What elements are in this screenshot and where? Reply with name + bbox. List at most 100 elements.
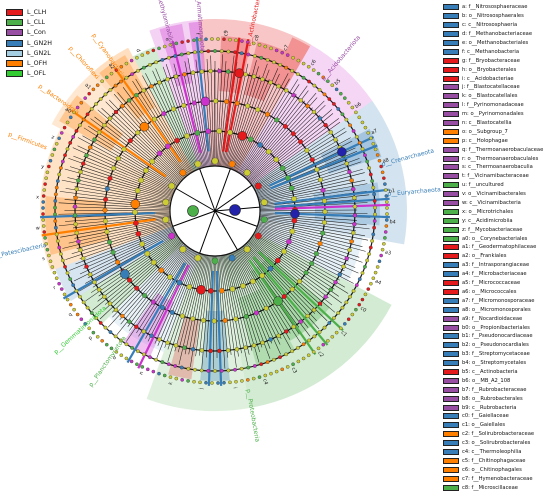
tree-node xyxy=(136,350,139,353)
tree-node xyxy=(255,183,261,189)
tree-node xyxy=(212,258,218,264)
taxa-legend-swatch xyxy=(443,476,459,482)
taxa-legend-swatch xyxy=(443,396,459,402)
tree-node xyxy=(216,37,219,40)
tree-node xyxy=(292,325,296,329)
tree-node xyxy=(374,148,377,151)
tree-node xyxy=(343,322,346,325)
tree-node xyxy=(291,56,294,59)
taxa-legend-swatch xyxy=(443,147,459,153)
tree-node xyxy=(212,319,217,324)
tree-node xyxy=(380,254,383,257)
tree-node xyxy=(383,182,386,185)
tree-node xyxy=(58,173,61,176)
taxa-legend-item: h: o__Bryobacterales xyxy=(443,65,549,74)
taxa-legend-swatch xyxy=(443,244,459,250)
taxa-legend-item: a0: o__Corynebacteriales xyxy=(443,234,549,243)
tree-node xyxy=(148,63,151,66)
tree-node xyxy=(200,70,204,74)
tree-node xyxy=(210,381,213,384)
tree-node xyxy=(114,110,118,114)
taxa-legend-item: y: c__Acidimicrobiia xyxy=(443,216,549,225)
tree-node xyxy=(47,165,50,168)
group-legend-item: L_CLH xyxy=(6,7,86,17)
tree-node xyxy=(228,381,231,384)
tree-node xyxy=(351,231,355,235)
tree-node xyxy=(111,166,116,171)
tree-node xyxy=(374,271,377,274)
taxa-legend-item: z: f__Mycobacteriaceae xyxy=(443,225,549,234)
taxa-legend-swatch xyxy=(443,458,459,464)
tree-node xyxy=(385,212,388,215)
taxa-legend-item: c2: f__Solirubrobacteraceae xyxy=(443,430,549,439)
tree-node xyxy=(157,151,162,156)
tree-node xyxy=(355,283,358,286)
tree-node xyxy=(142,66,145,69)
tree-node xyxy=(76,178,80,182)
tree-node xyxy=(352,289,355,292)
tree-node xyxy=(382,242,385,245)
taxa-legend-swatch xyxy=(443,111,459,117)
tree-node xyxy=(302,343,305,346)
tree-node xyxy=(159,268,164,273)
tree-node xyxy=(284,330,288,334)
tree-node xyxy=(219,288,224,293)
tree-node xyxy=(66,271,69,274)
tree-node xyxy=(120,354,123,357)
tree-node xyxy=(163,45,166,48)
tree-node xyxy=(134,286,139,291)
tree-node xyxy=(364,126,367,129)
tree-node xyxy=(240,367,243,370)
tree-node xyxy=(143,168,148,173)
tree-node xyxy=(88,92,91,95)
tree-node xyxy=(302,357,305,360)
tree-node xyxy=(291,131,296,136)
taxa-legend-label: b5: c__Actinobacteria xyxy=(462,369,518,375)
taxa-legend-label: l: f__Pyrinomonadaceae xyxy=(462,102,524,108)
tree-node xyxy=(297,360,300,363)
taxa-legend-item: a7: f__Micromonosporaceae xyxy=(443,296,549,305)
tree-node xyxy=(141,365,144,368)
tree-node xyxy=(373,206,376,209)
tree-node xyxy=(151,300,156,305)
tree-node xyxy=(283,124,288,129)
tree-node xyxy=(296,72,299,75)
tree-node xyxy=(217,69,221,73)
tree-node xyxy=(209,349,213,353)
taxa-legend-item: c3: o__Solirubrobacterales xyxy=(443,439,549,448)
tree-node xyxy=(290,229,295,234)
taxa-legend-item: j: f__Blastocatellaceae xyxy=(443,83,549,92)
tree-node xyxy=(312,110,316,114)
taxa-legend-label: b0: o__Propionibacteriales xyxy=(462,325,530,331)
tree-node xyxy=(269,81,273,85)
tree-node xyxy=(105,76,108,79)
tree-node xyxy=(385,224,388,227)
tree-node xyxy=(114,335,117,338)
tree-node xyxy=(376,153,379,156)
tree-node xyxy=(119,80,122,83)
tree-node xyxy=(125,62,128,65)
tree-node xyxy=(240,40,243,43)
sector-letter: p xyxy=(87,335,94,341)
group-legend-item: L_OFL xyxy=(6,69,86,79)
tree-node xyxy=(381,248,384,251)
tree-node xyxy=(109,330,112,333)
tree-node xyxy=(86,306,89,309)
tree-node xyxy=(43,230,46,233)
tree-node xyxy=(306,314,310,318)
taxa-legend-swatch xyxy=(443,31,459,37)
tree-node xyxy=(76,313,79,316)
taxa-legend-item: b9: c__Rubrobacteria xyxy=(443,403,549,412)
tree-node xyxy=(174,75,178,79)
taxa-legend-label: t: f__Vicinamibacteraceae xyxy=(462,173,529,179)
tree-node xyxy=(280,166,285,171)
taxa-legend-label: r: o__Thermoanaerobaculales xyxy=(462,156,538,162)
tree-node xyxy=(268,266,273,271)
tree-node xyxy=(184,133,189,138)
taxa-legend-label: h: o__Bryobacterales xyxy=(462,67,516,73)
sector-letter: q xyxy=(67,311,73,318)
tree-branch-root xyxy=(200,211,215,253)
tree-node xyxy=(168,183,174,189)
tree-node xyxy=(353,213,357,217)
tree-node xyxy=(90,107,93,110)
